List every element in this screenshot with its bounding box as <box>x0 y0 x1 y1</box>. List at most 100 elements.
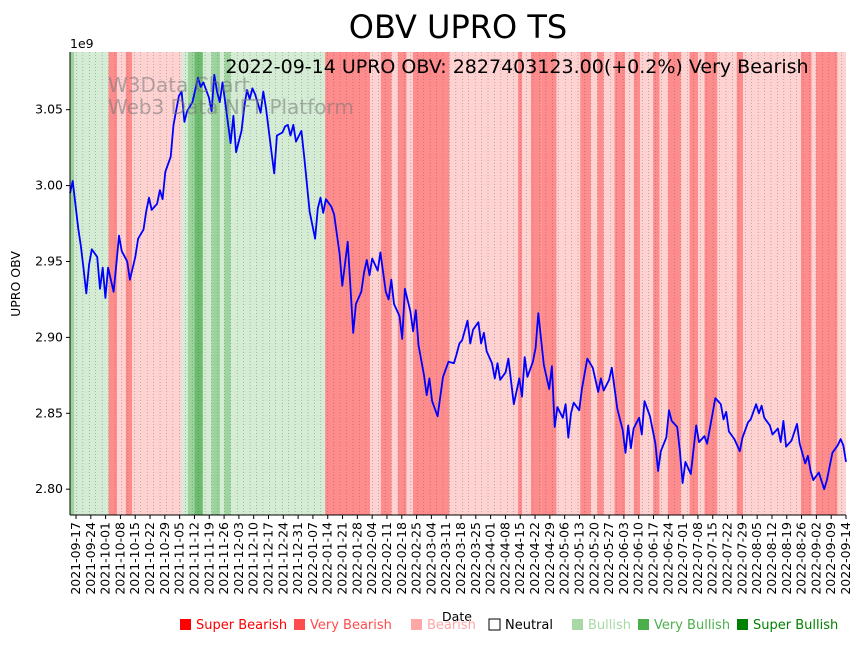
legend-swatch <box>638 619 649 630</box>
x-tick-label: 2022-05-27 <box>601 522 616 595</box>
band-bearish <box>640 52 654 515</box>
band-very-bearish <box>580 52 591 515</box>
x-tick-label: 2021-11-19 <box>201 522 216 595</box>
band-bearish <box>811 52 816 515</box>
band-very-bearish <box>815 52 838 515</box>
x-tick-label: 2022-03-18 <box>453 522 468 595</box>
band-bearish <box>370 52 381 515</box>
band-very-bearish <box>530 52 542 515</box>
x-tick-label: 2022-02-04 <box>364 522 379 595</box>
chart-title: OBV UPRO TS <box>349 8 567 46</box>
band-very-bullish <box>187 52 195 515</box>
x-tick-label: 2021-12-17 <box>261 522 276 595</box>
x-tick-label: 2021-10-22 <box>142 522 157 595</box>
y-tick-label: 3.00 <box>35 178 63 193</box>
x-tick-label: 2021-12-31 <box>290 522 305 595</box>
x-tick-label: 2022-01-14 <box>320 522 335 595</box>
band-bullish <box>220 52 225 515</box>
band-bearish <box>698 52 705 515</box>
band-very-bullish <box>70 52 75 515</box>
band-bearish <box>556 52 581 515</box>
x-tick-label: 2022-01-07 <box>305 522 320 595</box>
obv-line-layer <box>69 73 847 491</box>
obv-line <box>69 73 847 491</box>
x-tick-label: 2022-04-15 <box>512 522 527 595</box>
band-bearish <box>406 52 413 515</box>
legend-label: Super Bullish <box>753 618 838 633</box>
x-tick-label: 2021-12-24 <box>275 522 290 595</box>
x-tick-label: 2022-01-28 <box>349 522 364 595</box>
x-tick-label: 2022-09-09 <box>823 522 838 595</box>
band-bearish <box>680 52 690 515</box>
x-tick-label: 2022-05-06 <box>557 522 572 595</box>
legend: Super Bearish Very Bearish Bearish Neutral B… <box>180 618 838 633</box>
x-tick-label: 2022-07-08 <box>690 522 705 595</box>
band-bearish <box>717 52 737 515</box>
x-tick-label: 2022-09-02 <box>808 522 823 595</box>
band-very-bearish <box>125 52 133 515</box>
x-tick-label: 2022-02-25 <box>409 522 424 595</box>
x-tick-label: 2022-07-22 <box>720 522 735 595</box>
band-very-bullish <box>211 52 221 515</box>
chart-subtitle: 2022-09-14 UPRO OBV: 2827403123.00(+0.2%… <box>225 56 808 78</box>
x-tick-label: 2022-06-24 <box>660 522 675 595</box>
band-very-bearish <box>736 52 744 515</box>
x-tick-label: 2022-02-11 <box>379 522 394 595</box>
legend-label: Bullish <box>588 618 631 633</box>
band-bearish <box>391 52 398 515</box>
x-tick-label: 2022-08-12 <box>764 522 779 595</box>
x-tick-label: 2022-08-19 <box>779 522 794 595</box>
x-tick-label: 2021-12-03 <box>231 522 246 595</box>
band-very-bearish <box>800 52 812 515</box>
band-very-bearish <box>704 52 718 515</box>
band-bullish <box>230 52 326 515</box>
band-bullish <box>202 52 212 515</box>
legend-label: Very Bullish <box>654 618 730 633</box>
x-tick-label: 2021-10-01 <box>98 522 113 595</box>
sentiment-bands <box>70 52 846 515</box>
x-tick-label: 2022-07-15 <box>705 522 720 595</box>
x-tick-label: 2022-03-11 <box>438 522 453 595</box>
band-very-bearish <box>325 52 332 515</box>
band-very-bearish <box>653 52 660 515</box>
y-tick-label: 3.05 <box>35 102 63 117</box>
legend-label: Very Bearish <box>310 618 392 633</box>
band-bullish <box>181 52 188 515</box>
band-very-bearish <box>633 52 641 515</box>
x-tick-label: 2021-10-29 <box>157 522 172 595</box>
x-tick-label: 2021-10-15 <box>127 522 142 595</box>
x-tick-label: 2022-06-17 <box>646 522 661 595</box>
band-bullish <box>74 52 109 515</box>
x-tick-label: 2022-09-14 <box>838 522 853 595</box>
legend-swatch <box>737 619 748 630</box>
x-tick-label: 2022-08-26 <box>794 522 809 595</box>
axes: 2.80 2.85 2.90 2.95 3.00 3.05 2021-09-17 2021-0… <box>35 52 853 595</box>
x-tick-label: 2022-04-22 <box>527 522 542 595</box>
x-tick-label: 2022-06-03 <box>616 522 631 595</box>
band-very-bullish <box>224 52 231 515</box>
legend-swatch <box>294 619 305 630</box>
x-tick-label: 2022-02-18 <box>394 522 409 595</box>
y-tick-label: 2.90 <box>35 329 63 344</box>
x-tick-label: 2021-09-24 <box>83 522 98 595</box>
legend-label: Neutral <box>505 618 553 633</box>
watermark-line-1: W3Data Chart <box>108 73 250 97</box>
band-very-bearish <box>597 52 604 515</box>
y-tick-label: 2.80 <box>35 481 63 496</box>
legend-swatch <box>572 619 583 630</box>
band-bearish <box>743 52 801 515</box>
x-tick-label: 2021-09-17 <box>68 522 83 595</box>
x-tick-label: 2021-11-05 <box>172 522 187 595</box>
x-tick-label: 2022-04-29 <box>542 522 557 595</box>
x-tick-label: 2022-05-13 <box>571 522 586 595</box>
band-very-bearish <box>614 52 626 515</box>
x-tick-label: 2021-12-10 <box>246 522 261 595</box>
y-tick-label: 2.85 <box>35 405 63 420</box>
band-bearish <box>659 52 669 515</box>
x-axis-label: Date <box>442 609 472 624</box>
y-tick-label: 2.95 <box>35 253 63 268</box>
band-bearish <box>132 52 141 515</box>
watermark-line-2: Web3 Data NFT Platform <box>108 95 354 119</box>
band-very-bearish <box>108 52 118 515</box>
